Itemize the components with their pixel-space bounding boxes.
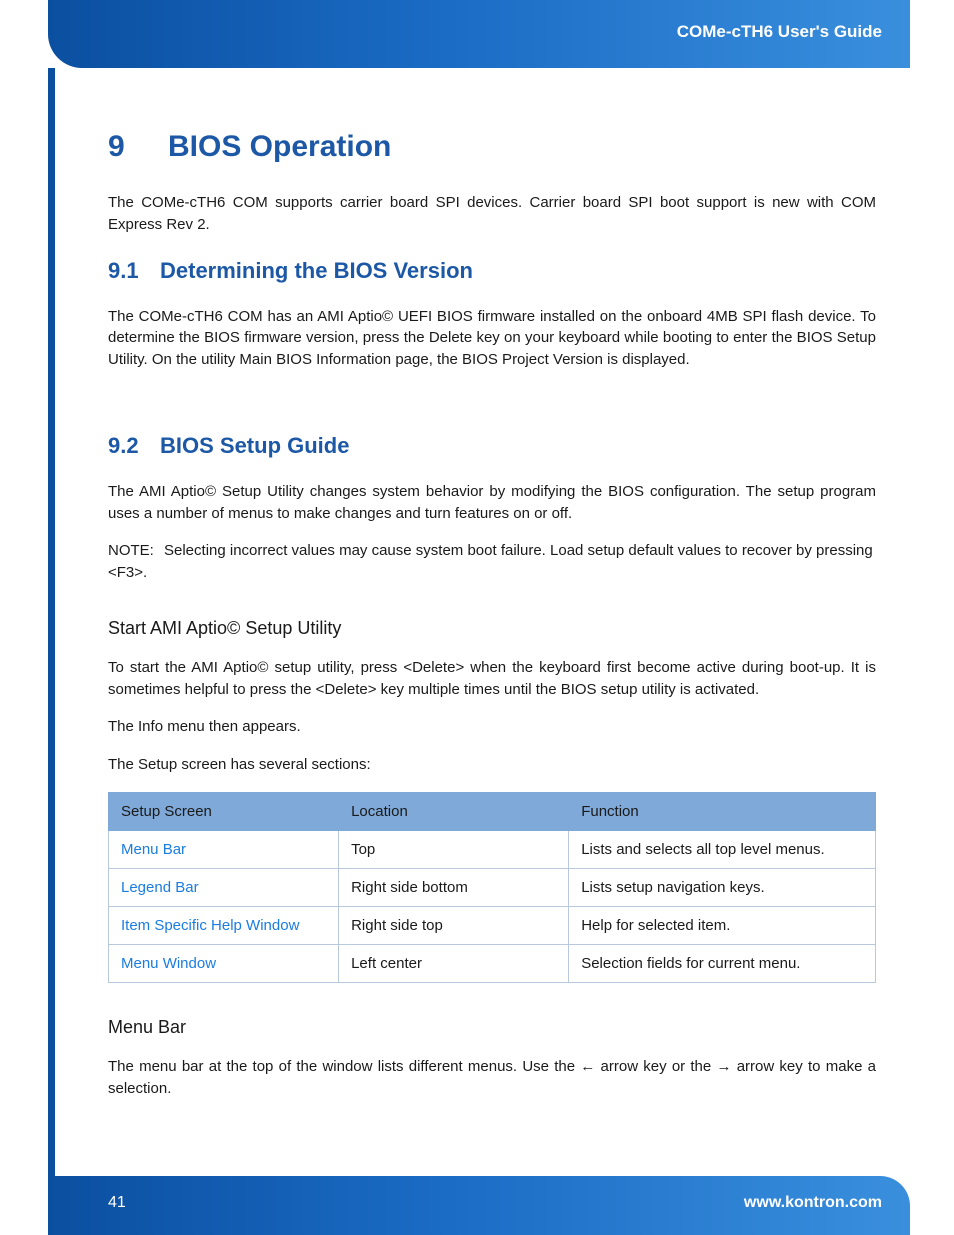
row-location: Left center (339, 944, 569, 982)
chapter-heading: 9BIOS Operation (108, 130, 876, 164)
note-label: NOTE: (108, 540, 164, 562)
start-utility-para3: The Setup screen has several sections: (108, 754, 876, 776)
row-function: Help for selected item. (569, 906, 876, 944)
section-number: 9.2 (108, 433, 160, 459)
row-location: Top (339, 830, 569, 868)
row-name-link[interactable]: Legend Bar (109, 868, 339, 906)
row-name-link[interactable]: Item Specific Help Window (109, 906, 339, 944)
chapter-title: BIOS Operation (168, 130, 391, 163)
table-row: Menu Window Left center Selection fields… (109, 944, 876, 982)
table-header-row: Setup Screen Location Function (109, 792, 876, 830)
start-utility-para1: To start the AMI Aptio© setup utility, p… (108, 657, 876, 701)
col-setup-screen: Setup Screen (109, 792, 339, 830)
row-function: Selection fields for current menu. (569, 944, 876, 982)
note-text: Selecting incorrect values may cause sys… (108, 542, 873, 581)
start-utility-heading: Start AMI Aptio© Setup Utility (108, 618, 876, 639)
header-bar: COMe-cTH6 User's Guide (48, 0, 910, 68)
col-function: Function (569, 792, 876, 830)
document-page: COMe-cTH6 User's Guide 9BIOS Operation T… (0, 0, 954, 1235)
section-9-2-heading: 9.2BIOS Setup Guide (108, 433, 876, 459)
section-9-1-para: The COMe-cTH6 COM has an AMI Aptio© UEFI… (108, 306, 876, 371)
section-number: 9.1 (108, 258, 160, 284)
row-location: Right side bottom (339, 868, 569, 906)
col-location: Location (339, 792, 569, 830)
page-content: 9BIOS Operation The COMe-cTH6 COM suppor… (108, 130, 876, 1115)
spacer (108, 387, 876, 411)
row-location: Right side top (339, 906, 569, 944)
section-title: BIOS Setup Guide (160, 433, 349, 458)
section-9-2-para: The AMI Aptio© Setup Utility changes sys… (108, 481, 876, 525)
note-block: NOTE:Selecting incorrect values may caus… (108, 540, 876, 584)
menu-bar-heading: Menu Bar (108, 1017, 876, 1038)
menu-bar-para: The menu bar at the top of the window li… (108, 1056, 876, 1100)
table-row: Legend Bar Right side bottom Lists setup… (109, 868, 876, 906)
row-function: Lists and selects all top level menus. (569, 830, 876, 868)
row-function: Lists setup navigation keys. (569, 868, 876, 906)
section-title: Determining the BIOS Version (160, 258, 473, 283)
footer-bar: 41 www.kontron.com (48, 1176, 910, 1235)
setup-screen-table: Setup Screen Location Function Menu Bar … (108, 792, 876, 983)
section-9-1-heading: 9.1Determining the BIOS Version (108, 258, 876, 284)
table-row: Menu Bar Top Lists and selects all top l… (109, 830, 876, 868)
chapter-intro: The COMe-cTH6 COM supports carrier board… (108, 192, 876, 236)
table-row: Item Specific Help Window Right side top… (109, 906, 876, 944)
guide-title: COMe-cTH6 User's Guide (677, 22, 882, 42)
chapter-number: 9 (108, 130, 168, 164)
page-number: 41 (108, 1194, 126, 1212)
start-utility-para2: The Info menu then appears. (108, 716, 876, 738)
left-rule (48, 68, 55, 1176)
row-name-link[interactable]: Menu Window (109, 944, 339, 982)
row-name-link[interactable]: Menu Bar (109, 830, 339, 868)
footer-url: www.kontron.com (744, 1194, 882, 1212)
